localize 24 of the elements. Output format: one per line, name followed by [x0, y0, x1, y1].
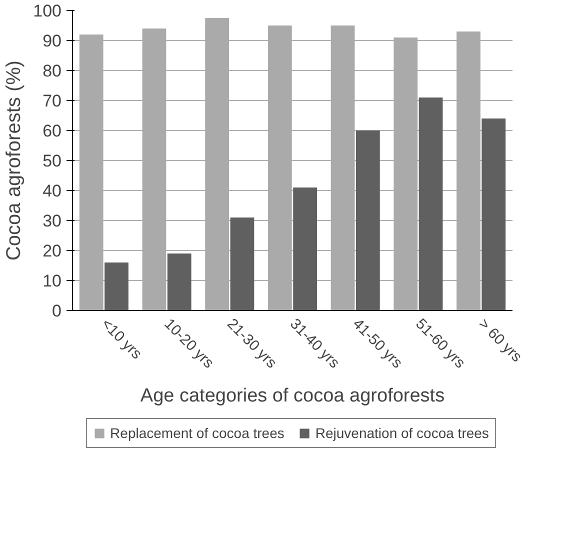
y-tick-label: 30	[42, 212, 62, 230]
legend-label: Replacement of cocoa trees	[110, 425, 284, 441]
bar	[482, 118, 506, 310]
legend-label: Rejuvenation of cocoa trees	[315, 425, 489, 441]
bar	[167, 254, 192, 310]
y-tick-label: 70	[42, 92, 62, 110]
y-tick-label: 60	[42, 122, 62, 140]
bar	[293, 188, 318, 310]
y-tick-label: 0	[52, 302, 62, 320]
y-axis-title: Cocoa agroforests (%)	[3, 60, 26, 261]
x-axis-title: Age categories of cocoa agroforests	[140, 386, 445, 407]
x-tick-label: <10 yrs	[98, 315, 146, 363]
y-tick-label: 50	[42, 152, 62, 170]
y-tick-label: 100	[33, 2, 62, 20]
y-tick-label: 40	[42, 182, 62, 200]
bar	[230, 218, 254, 310]
x-tick-label: > 60 yrs	[475, 315, 526, 366]
bar	[104, 262, 128, 310]
y-tick-label: 10	[42, 272, 62, 290]
y-tick-label: 80	[42, 62, 62, 80]
y-tick-label: 20	[42, 242, 62, 260]
bar	[418, 98, 443, 310]
y-tick-label: 90	[42, 32, 62, 50]
bar	[356, 130, 380, 310]
